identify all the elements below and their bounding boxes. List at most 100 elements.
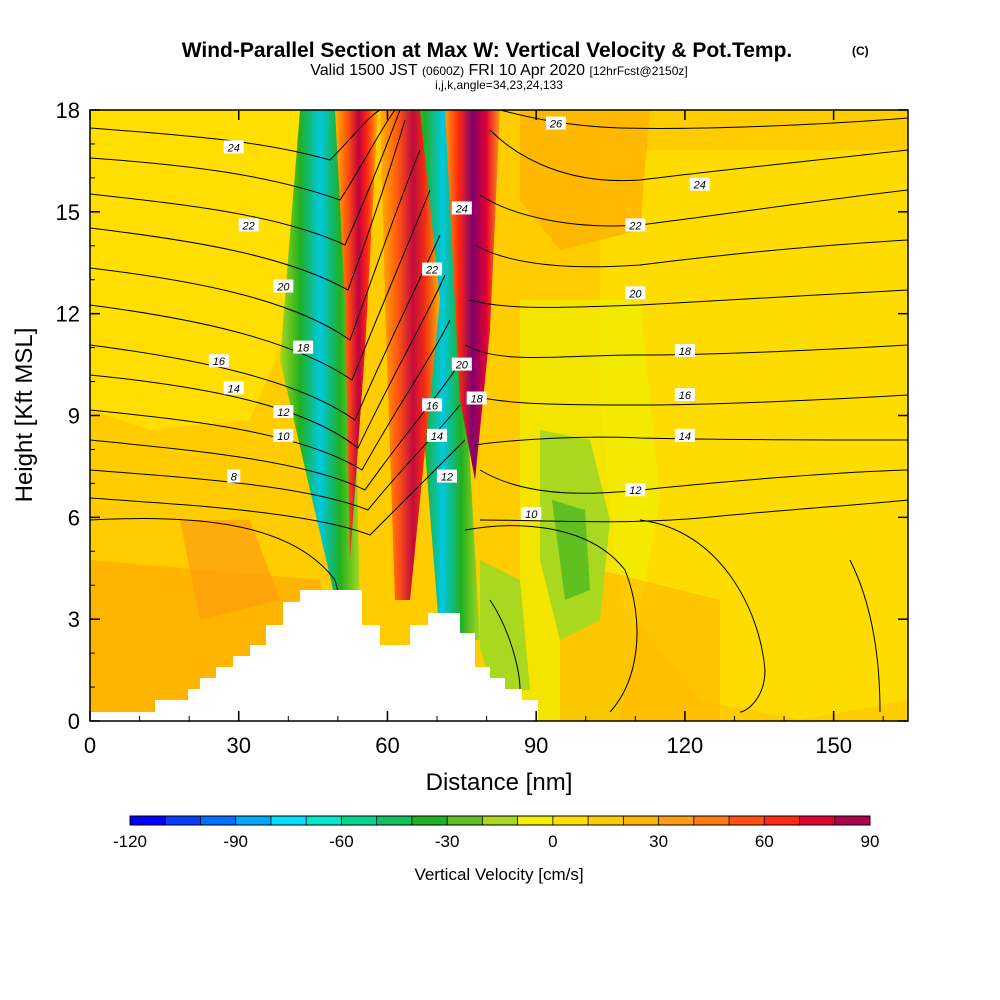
colorbar-swatch (130, 816, 166, 825)
contour-label: 20 (276, 282, 290, 294)
contour-label: 16 (213, 356, 226, 368)
colorbar-swatch (517, 816, 554, 825)
colorbar-swatch (165, 816, 201, 825)
orange-patch-top (520, 110, 650, 250)
contour-label-bg (273, 428, 294, 442)
contour-label-bg (427, 428, 448, 442)
y-axis-label: Height [Kft MSL] (11, 328, 38, 503)
colorbar-tick-label: 0 (548, 832, 557, 851)
contour-label-bg (238, 218, 259, 232)
contour-label-bg (546, 116, 567, 130)
contour-label: 8 (231, 472, 238, 484)
colorbar-ticks: -120 -90 -60 -30 0 30 60 90 (113, 832, 879, 851)
y-tick-label: 0 (68, 709, 80, 734)
x-tick-label: 60 (375, 733, 399, 758)
y-tick-label: 9 (68, 404, 80, 429)
colorbar-swatch (200, 816, 237, 825)
contour-label: 24 (693, 180, 706, 192)
y-tick-label: 12 (56, 302, 80, 327)
colorbar-tick-label: 60 (755, 832, 774, 851)
colorbar-tick-label: 90 (861, 832, 880, 851)
chart-subtitle: Valid 1500 JST (0600Z) FRI 10 Apr 2020 [… (310, 62, 687, 79)
contour-label: 26 (549, 119, 563, 131)
yellow-patch-right (600, 150, 908, 720)
x-tick-label: 90 (524, 733, 548, 758)
colorbar (129, 815, 871, 826)
contour-label-bg (273, 279, 294, 293)
title-mark: (C) (852, 44, 869, 58)
green-core-right (552, 500, 590, 600)
x-axis-ticks: 0 30 60 90 120 150 (84, 110, 884, 758)
contour-label: 10 (525, 509, 538, 521)
contour-label: 12 (629, 485, 641, 497)
grid-info: i,j,k,angle=34,23,24,133 (435, 78, 563, 92)
colorbar-tick-label: -60 (329, 832, 354, 851)
x-axis-label: Distance [nm] (426, 769, 573, 796)
contour-label-bg (625, 483, 646, 497)
contour-label-bg (451, 357, 472, 371)
contour-label-bg (625, 218, 646, 232)
contour-label-bg (422, 398, 443, 412)
colorbar-label: Vertical Velocity [cm/s] (414, 865, 583, 884)
orange-low-mid (180, 520, 280, 620)
theta-contours (90, 110, 908, 713)
contour-label-bg (227, 469, 241, 483)
descent-band-left (280, 110, 360, 620)
colorbar-swatch (552, 816, 589, 825)
colorbar-swatch (623, 816, 660, 825)
contour-label-bg (451, 201, 472, 215)
contour-label: 16 (679, 390, 692, 402)
colorbar-swatch (235, 816, 272, 825)
colorbar-swatch (482, 816, 519, 825)
contour-label: 18 (471, 394, 484, 406)
contour-label-bg (674, 428, 695, 442)
contour-label: 22 (628, 220, 641, 232)
colorbar-swatch (270, 816, 307, 825)
x-tick-label: 150 (815, 733, 852, 758)
colorbar-swatch (376, 816, 413, 825)
colorbar-tick-label: -120 (113, 832, 147, 851)
colorbar-swatch (411, 816, 448, 825)
colorbar-swatch (799, 816, 836, 825)
contour-label-bg (436, 469, 457, 483)
contour-label: 14 (679, 431, 691, 443)
x-tick-label: 30 (226, 733, 250, 758)
contour-label: 18 (679, 346, 692, 358)
contour-label-bg (625, 286, 646, 300)
colorbar-swatch (588, 816, 624, 825)
velocity-field (90, 110, 908, 721)
contour-label: 14 (228, 383, 240, 395)
contour-label-bg (674, 388, 695, 402)
x-tick-label: 0 (84, 733, 96, 758)
contour-label-bg (273, 405, 294, 419)
x-tick-label: 120 (667, 733, 704, 758)
contour-label-bg (208, 354, 229, 368)
contour-labels: 24 22 20 18 16 14 12 10 8 26 24 22 24 22 20 18 16 14 20 18 1… (208, 116, 710, 521)
contour-label: 20 (455, 360, 469, 372)
green-patch-low (480, 560, 530, 690)
contour-label: 16 (426, 400, 439, 412)
colorbar-swatch (729, 816, 765, 825)
contour-label: 22 (242, 220, 255, 232)
colorbar-swatch (306, 816, 342, 825)
colorbar-tick-label: 30 (649, 832, 668, 851)
contour-label: 12 (277, 407, 289, 419)
contour-label: 10 (277, 431, 290, 443)
yellow-patch-left (90, 110, 300, 430)
y-tick-label: 18 (56, 98, 80, 123)
contour-label: 12 (441, 472, 453, 484)
colorbar-swatch (693, 816, 730, 825)
contour-label: 24 (455, 203, 468, 215)
chart-title: Wind-Parallel Section at Max W: Vertical… (182, 39, 793, 62)
colorbar-tick-label: -90 (223, 832, 248, 851)
contour-label-bg (689, 177, 710, 191)
y-axis-ticks: 0 3 6 9 12 15 18 (56, 98, 908, 734)
contour-label: 20 (628, 288, 642, 300)
contour-label: 14 (431, 431, 443, 443)
colorbar-swatch (341, 816, 378, 825)
contour-label-bg (223, 381, 244, 395)
contour-label-bg (293, 340, 314, 354)
contour-label: 22 (425, 265, 438, 277)
contour-label: 24 (227, 142, 240, 154)
contour-label-bg (521, 506, 542, 520)
